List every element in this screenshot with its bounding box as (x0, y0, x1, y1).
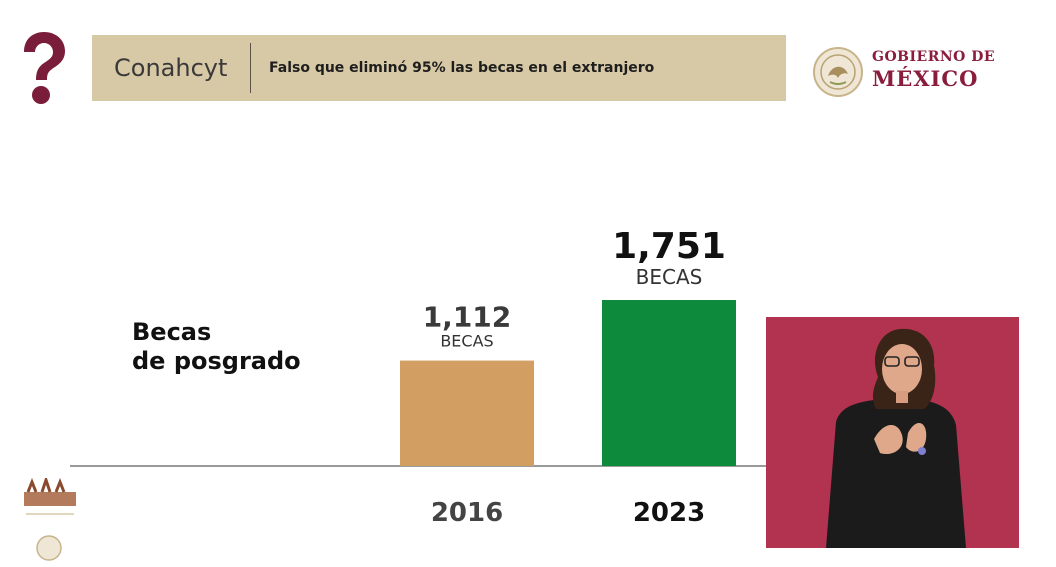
interpreter-panel (766, 317, 1019, 548)
x-tick-2023: 2023 (633, 498, 705, 528)
value-label-2023: 1,751 (612, 226, 726, 267)
gov-line-1: GOBIERNO DE (872, 49, 996, 65)
interpreter-figure (826, 328, 966, 548)
bar-2016 (400, 360, 534, 466)
eagle-emblem-icon (813, 47, 863, 97)
header-band: Conahcyt Falso que eliminó 95% las becas… (92, 35, 786, 101)
header-org: Conahcyt (114, 54, 228, 82)
side-title-line-2: de posgrado (132, 347, 301, 375)
chart-side-title: Becas de posgrado (132, 318, 301, 376)
corner-emblem-icon (24, 478, 76, 561)
unit-label-2016: BECAS (440, 332, 493, 351)
unit-label-2023: BECAS (636, 265, 703, 289)
question-mark-icon (24, 32, 65, 104)
gov-line-2: MÉXICO (872, 66, 979, 91)
x-tick-2016: 2016 (431, 498, 503, 528)
header-divider (250, 43, 251, 93)
side-title-line-1: Becas (132, 318, 212, 346)
value-label-2016: 1,112 (423, 301, 512, 334)
header-claim: Falso que eliminó 95% las becas en el ex… (269, 60, 655, 76)
gov-wordmark: GOBIERNO DE MÉXICO (872, 50, 995, 89)
bar-2023 (602, 300, 736, 466)
